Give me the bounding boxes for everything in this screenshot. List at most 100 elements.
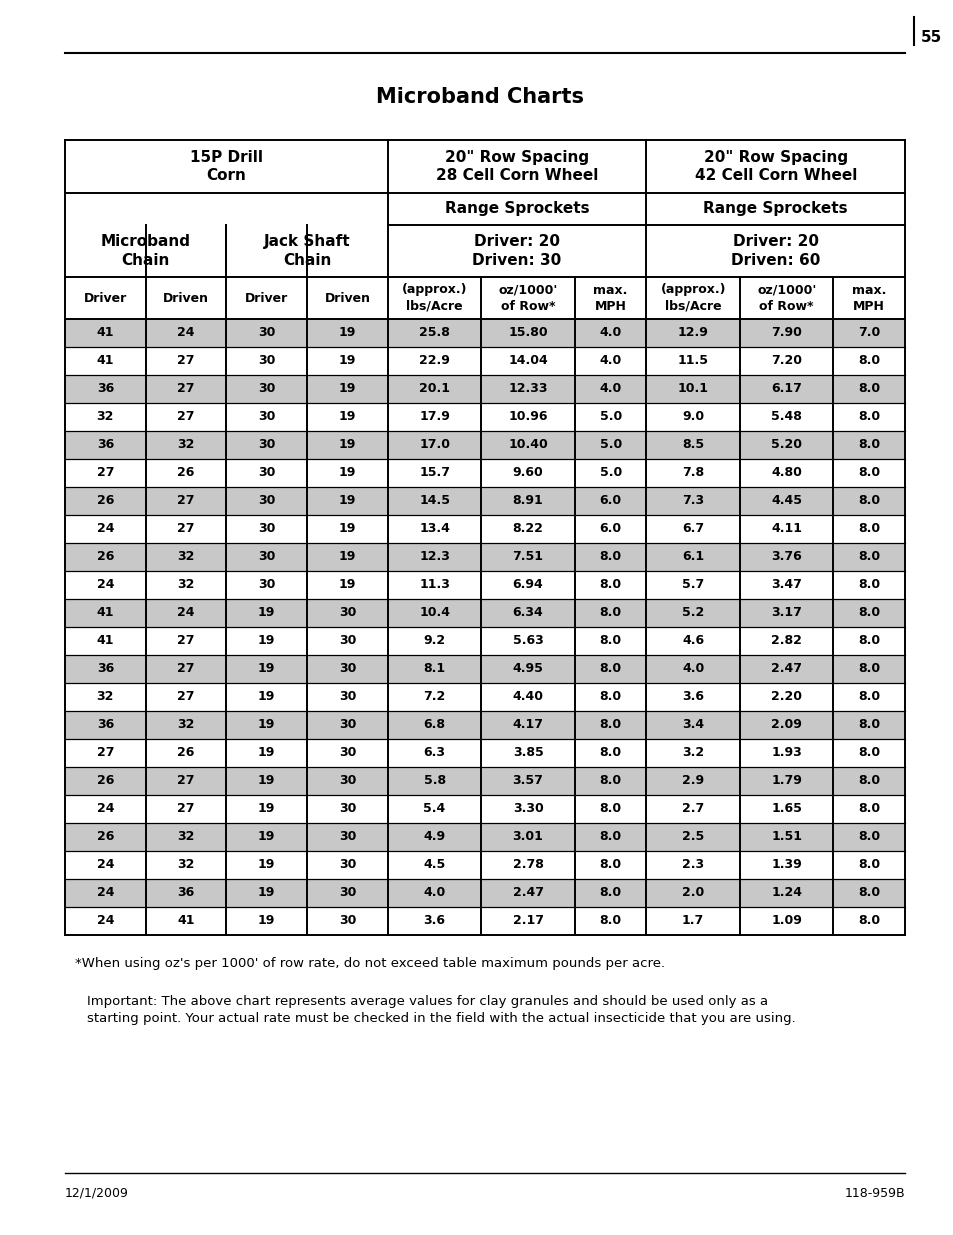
Text: 12.9: 12.9: [677, 326, 708, 340]
Text: 10.4: 10.4: [418, 606, 450, 620]
Text: 8.0: 8.0: [598, 830, 621, 844]
Text: 10.40: 10.40: [508, 438, 547, 452]
Text: 27: 27: [177, 635, 194, 647]
Text: 12.33: 12.33: [508, 383, 547, 395]
Text: 30: 30: [338, 830, 355, 844]
Text: 8.0: 8.0: [858, 522, 880, 536]
Text: Range Sprockets: Range Sprockets: [444, 201, 589, 216]
Text: 17.9: 17.9: [418, 410, 450, 424]
Text: 15.7: 15.7: [418, 467, 450, 479]
Text: 19: 19: [258, 914, 275, 927]
Text: 10.96: 10.96: [508, 410, 547, 424]
Text: Driver: Driver: [245, 291, 288, 305]
Text: 14.04: 14.04: [508, 354, 547, 368]
Text: 5.7: 5.7: [681, 578, 703, 592]
Bar: [65, 487, 904, 515]
Text: 30: 30: [338, 914, 355, 927]
Text: 5.20: 5.20: [770, 438, 801, 452]
Text: 8.0: 8.0: [858, 467, 880, 479]
Text: 6.7: 6.7: [681, 522, 703, 536]
Text: 27: 27: [177, 522, 194, 536]
Text: 30: 30: [338, 803, 355, 815]
Text: 27: 27: [177, 662, 194, 676]
Text: 8.0: 8.0: [858, 410, 880, 424]
Text: 5.8: 5.8: [423, 774, 445, 788]
Text: 2.0: 2.0: [681, 887, 703, 899]
Text: 8.0: 8.0: [598, 858, 621, 872]
Text: 3.6: 3.6: [681, 690, 703, 704]
Text: 11.5: 11.5: [677, 354, 708, 368]
Text: 36: 36: [96, 438, 113, 452]
Text: 19: 19: [338, 551, 355, 563]
Text: 8.0: 8.0: [598, 690, 621, 704]
Text: 30: 30: [338, 719, 355, 731]
Text: 8.0: 8.0: [598, 774, 621, 788]
Text: 1.7: 1.7: [681, 914, 703, 927]
Text: 8.0: 8.0: [858, 494, 880, 508]
Text: 19: 19: [338, 326, 355, 340]
Text: 4.6: 4.6: [681, 635, 703, 647]
Text: 4.0: 4.0: [598, 383, 621, 395]
Text: 7.8: 7.8: [681, 467, 703, 479]
Text: 2.3: 2.3: [681, 858, 703, 872]
Text: 8.0: 8.0: [858, 438, 880, 452]
Text: 4.11: 4.11: [770, 522, 801, 536]
Bar: [65, 767, 904, 795]
Text: Range Sprockets: Range Sprockets: [702, 201, 847, 216]
Text: 2.7: 2.7: [681, 803, 703, 815]
Text: 8.0: 8.0: [598, 578, 621, 592]
Text: 5.4: 5.4: [423, 803, 445, 815]
Text: 27: 27: [177, 410, 194, 424]
Text: 6.8: 6.8: [423, 719, 445, 731]
Text: 19: 19: [338, 410, 355, 424]
Text: 19: 19: [258, 635, 275, 647]
Text: 4.0: 4.0: [423, 887, 445, 899]
Text: 30: 30: [258, 410, 275, 424]
Text: 5.48: 5.48: [770, 410, 801, 424]
Text: 3.85: 3.85: [512, 746, 543, 760]
Text: 36: 36: [96, 383, 113, 395]
Text: 30: 30: [338, 635, 355, 647]
Text: 19: 19: [258, 774, 275, 788]
Text: 4.9: 4.9: [423, 830, 445, 844]
Text: 30: 30: [258, 522, 275, 536]
Text: 8.0: 8.0: [858, 719, 880, 731]
Bar: [65, 431, 904, 459]
Text: 2.82: 2.82: [770, 635, 801, 647]
Text: 5.2: 5.2: [681, 606, 703, 620]
Text: 8.0: 8.0: [858, 690, 880, 704]
Text: 19: 19: [258, 746, 275, 760]
Text: 2.20: 2.20: [770, 690, 801, 704]
Text: 2.9: 2.9: [681, 774, 703, 788]
Text: 15.80: 15.80: [508, 326, 547, 340]
Text: 41: 41: [96, 606, 114, 620]
Text: 7.3: 7.3: [681, 494, 703, 508]
Text: 8.0: 8.0: [858, 887, 880, 899]
Text: 20" Row Spacing
28 Cell Corn Wheel: 20" Row Spacing 28 Cell Corn Wheel: [436, 149, 598, 183]
Text: 32: 32: [177, 830, 194, 844]
Text: 24: 24: [96, 858, 114, 872]
Text: 8.0: 8.0: [858, 354, 880, 368]
Text: 8.0: 8.0: [858, 746, 880, 760]
Text: 19: 19: [258, 690, 275, 704]
Text: 19: 19: [338, 354, 355, 368]
Text: 8.0: 8.0: [598, 719, 621, 731]
Text: 7.20: 7.20: [770, 354, 801, 368]
Text: 3.4: 3.4: [681, 719, 703, 731]
Text: Jack Shaft
Chain: Jack Shaft Chain: [264, 235, 350, 268]
Text: 19: 19: [258, 858, 275, 872]
Text: 3.2: 3.2: [681, 746, 703, 760]
Text: 6.1: 6.1: [681, 551, 703, 563]
Text: 14.5: 14.5: [418, 494, 450, 508]
Text: 26: 26: [96, 774, 114, 788]
Text: Driven: Driven: [163, 291, 209, 305]
Bar: [65, 375, 904, 403]
Text: 8.91: 8.91: [512, 494, 543, 508]
Bar: [65, 879, 904, 906]
Text: 8.0: 8.0: [598, 551, 621, 563]
Text: Microband
Chain: Microband Chain: [101, 235, 191, 268]
Text: 30: 30: [258, 578, 275, 592]
Text: (approx.)
lbs/Acre: (approx.) lbs/Acre: [401, 284, 467, 312]
Text: 8.0: 8.0: [858, 635, 880, 647]
Text: 19: 19: [338, 494, 355, 508]
